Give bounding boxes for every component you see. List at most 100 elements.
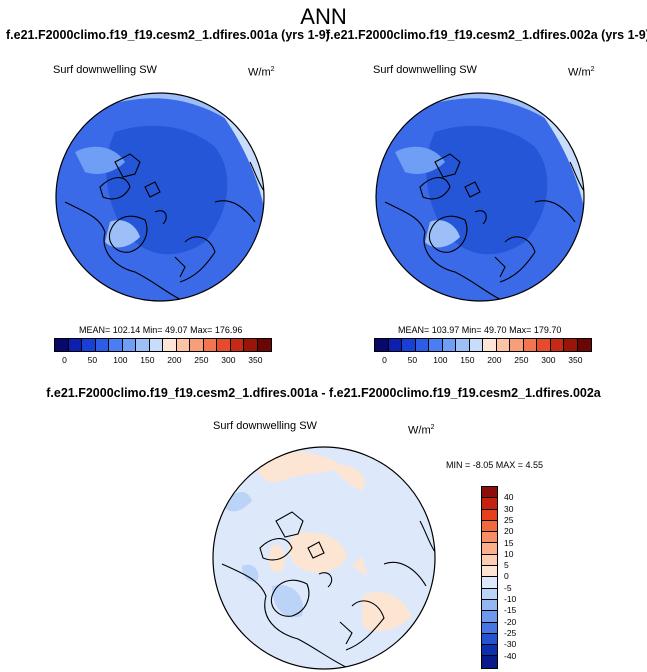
colorbar-tick-label: 5	[504, 560, 509, 571]
panel2-stats: MEAN= 103.97 Min= 49.70 Max= 179.70	[398, 325, 562, 335]
colorbar-swatch	[564, 339, 578, 351]
colorbar-tick-label: -20	[504, 616, 517, 627]
colorbar-swatch	[482, 543, 497, 555]
colorbar-swatch	[482, 566, 497, 578]
colorbar-swatch	[482, 622, 497, 634]
colorbar-swatch	[577, 339, 591, 351]
panel1-stats: MEAN= 102.14 Min= 49.07 Max= 176.96	[79, 325, 243, 335]
panel1-colorbar	[54, 338, 272, 352]
colorbar-swatch	[176, 339, 190, 351]
colorbar-tick-label: 200	[167, 355, 182, 365]
colorbar-swatch	[190, 339, 204, 351]
colorbar-swatch	[122, 339, 136, 351]
colorbar-swatch	[82, 339, 96, 351]
colorbar-swatch	[149, 339, 163, 351]
colorbar-tick-label: 250	[514, 355, 529, 365]
colorbar-swatch	[163, 339, 177, 351]
colorbar-swatch	[442, 339, 456, 351]
colorbar-swatch	[510, 339, 524, 351]
panel1-polar-map	[55, 92, 265, 302]
colorbar-swatch	[482, 532, 497, 544]
colorbar-swatch	[230, 339, 244, 351]
diff-units: W/m2	[408, 424, 435, 437]
diff-variable: Surf downwelling SW	[213, 420, 317, 432]
panel1-variable: Surf downwelling SW	[53, 64, 157, 76]
colorbar-tick-label: 25	[504, 514, 514, 525]
panel2-units: W/m2	[568, 66, 595, 79]
colorbar-swatch	[482, 554, 497, 567]
colorbar-tick-label: 0	[62, 355, 67, 365]
colorbar-swatch	[257, 339, 271, 351]
colorbar-tick-label: 30	[504, 503, 514, 514]
colorbar-tick-label: -15	[504, 605, 517, 616]
colorbar-tick-label: 150	[460, 355, 475, 365]
colorbar-swatch	[496, 339, 510, 351]
colorbar-tick-label: -30	[504, 639, 517, 650]
colorbar-tick-label: 250	[194, 355, 209, 365]
colorbar-swatch	[483, 339, 497, 351]
colorbar-tick-label: -10	[504, 594, 517, 604]
panel2-polar-map	[375, 92, 585, 302]
colorbar-swatch	[95, 339, 109, 351]
panel1-case-title: f.e21.F2000climo.f19_f19.cesm2_1.dfires.…	[6, 28, 330, 42]
colorbar-swatch	[388, 339, 402, 351]
diff-colorbar-labels: 40 30 25 20 15 10 5 0 -5 -10 -15 -20 -25 -30 -40	[500, 486, 540, 666]
colorbar-swatch	[482, 520, 497, 533]
colorbar-tick-label: 40	[504, 492, 514, 503]
colorbar-swatch	[402, 339, 416, 351]
colorbar-tick-label: 0	[504, 571, 509, 582]
diff-polar-map	[212, 446, 436, 670]
colorbar-swatch	[469, 339, 483, 351]
colorbar-tick-label: -5	[504, 582, 512, 593]
colorbar-swatch	[482, 588, 497, 600]
colorbar-swatch	[482, 509, 497, 521]
colorbar-tick-label: 300	[221, 355, 236, 365]
colorbar-tick-label: 350	[568, 355, 583, 365]
colorbar-swatch	[482, 577, 497, 589]
colorbar-tick-label: 50	[87, 355, 98, 365]
colorbar-tick-label: 300	[541, 355, 556, 365]
panel2-colorbar	[374, 338, 592, 352]
diff-case-title: f.e21.F2000climo.f19_f19.cesm2_1.dfires.…	[46, 386, 601, 400]
colorbar-tick-label: 0	[382, 355, 387, 365]
colorbar-swatch	[415, 339, 429, 351]
colorbar-tick-label: 100	[113, 355, 128, 365]
panel2-colorbar-labels: 0 50 100 150 200 250 300 350	[320, 355, 640, 367]
colorbar-swatch	[482, 656, 497, 668]
plot-title: ANN	[300, 4, 347, 29]
colorbar-swatch	[68, 339, 82, 351]
panel1-colorbar-labels: 0 50 100 150 200 250 300 350	[0, 355, 320, 367]
colorbar-swatch	[203, 339, 217, 351]
colorbar-tick-label: 20	[504, 526, 514, 537]
colorbar-swatch	[523, 339, 537, 351]
colorbar-swatch	[537, 339, 551, 351]
colorbar-swatch	[482, 645, 497, 657]
colorbar-tick-label: -25	[504, 627, 517, 638]
colorbar-swatch	[136, 339, 150, 351]
panel2-variable: Surf downwelling SW	[373, 64, 477, 76]
colorbar-swatch	[482, 633, 497, 646]
colorbar-swatch	[429, 339, 443, 351]
diff-colorbar	[481, 486, 498, 669]
colorbar-tick-label: 200	[487, 355, 502, 365]
colorbar-swatch	[482, 487, 497, 499]
colorbar-swatch	[109, 339, 123, 351]
colorbar-swatch	[482, 599, 497, 612]
colorbar-swatch	[55, 339, 69, 351]
colorbar-tick-label: 100	[433, 355, 448, 365]
colorbar-swatch	[375, 339, 389, 351]
colorbar-swatch	[482, 611, 497, 623]
colorbar-tick-label: 10	[504, 548, 514, 559]
colorbar-swatch	[244, 339, 258, 351]
colorbar-tick-label: 50	[407, 355, 418, 365]
colorbar-swatch	[482, 498, 497, 510]
panel2-case-title: f.e21.F2000climo.f19_f19.cesm2_1.dfires.…	[326, 28, 647, 42]
colorbar-swatch	[550, 339, 564, 351]
panel1-units: W/m2	[248, 66, 275, 79]
colorbar-swatch	[456, 339, 470, 351]
colorbar-swatch	[217, 339, 231, 351]
colorbar-tick-label: 150	[140, 355, 155, 365]
colorbar-tick-label: 350	[248, 355, 263, 365]
colorbar-tick-label: -40	[504, 650, 517, 661]
colorbar-tick-label: 15	[504, 537, 514, 548]
